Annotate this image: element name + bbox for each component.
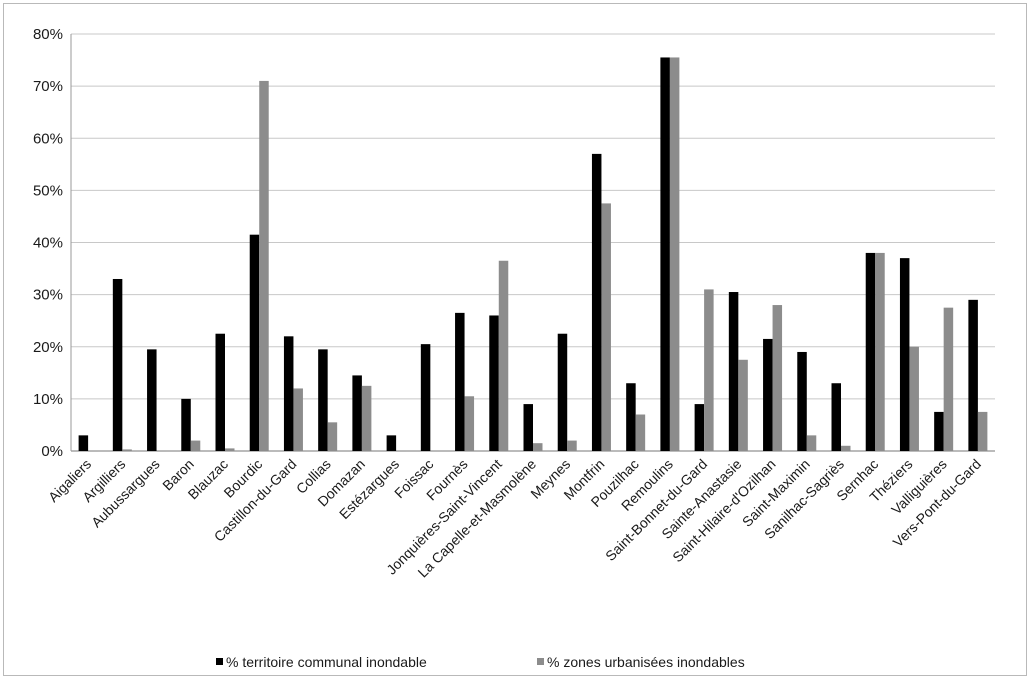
bar-zones-urbanisees (293, 388, 303, 451)
y-tick-label: 60% (33, 130, 63, 147)
bar-zones-urbanisees (327, 422, 338, 451)
bar-zones-urbanisees (88, 451, 98, 452)
bar-territoire (934, 411, 944, 451)
legend: % territoire communal inondable % zones u… (216, 654, 745, 670)
bar-territoire (112, 278, 123, 451)
bar-zones-urbanisees (156, 451, 167, 452)
bar-territoire (899, 258, 910, 451)
y-tick-label: 70% (33, 78, 63, 95)
bar-zones-urbanisees (498, 260, 509, 451)
x-axis: AigaliersArgilliersAubussarguesBaronBlau… (45, 456, 984, 581)
bar-territoire (626, 383, 636, 451)
bars (78, 57, 988, 452)
bar-zones-urbanisees (875, 252, 885, 451)
bar-zones-urbanisees (225, 448, 235, 451)
y-tick-label: 30% (33, 287, 63, 304)
legend-swatch (537, 658, 544, 665)
y-tick-label: 20% (33, 339, 63, 356)
bar-zones-urbanisees (977, 411, 988, 451)
legend-label: % zones urbanisées inondables (547, 654, 745, 670)
bar-territoire (420, 344, 431, 451)
chart-frame: 0% 10% 20% 30% 40% 50% 60% 70% 80% Aigaliers Argi… (3, 3, 1027, 676)
bar-territoire (797, 351, 807, 451)
bar-territoire (557, 333, 568, 451)
bar-territoire (78, 435, 89, 451)
bar-zones-urbanisees (943, 307, 954, 451)
bar-territoire (523, 404, 533, 451)
bar-zones-urbanisees (841, 445, 851, 451)
bar-territoire (283, 336, 294, 451)
bar-territoire (694, 404, 705, 451)
bar-territoire (763, 338, 773, 451)
bar-territoire (865, 252, 876, 451)
y-tick-label: 40% (33, 235, 63, 252)
bar-zones-urbanisees (601, 203, 611, 451)
bar-territoire (591, 153, 602, 451)
bar-territoire (215, 333, 225, 451)
bar-territoire (831, 383, 841, 451)
y-tick-label: 0% (41, 443, 63, 460)
bar-territoire (455, 312, 465, 451)
gridlines (71, 33, 995, 452)
bar-territoire (386, 435, 397, 451)
bar-territoire (352, 375, 362, 451)
bar-zones-urbanisees (259, 80, 269, 451)
bar-zones-urbanisees (533, 443, 543, 451)
y-axis: 0% 10% 20% 30% 40% 50% 60% 70% 80% (33, 26, 72, 460)
bar-zones-urbanisees (464, 396, 475, 451)
bar-zones-urbanisees (396, 451, 406, 452)
bar-territoire (318, 349, 328, 451)
bar-territoire (489, 315, 499, 451)
y-tick-label: 50% (33, 182, 63, 199)
bar-territoire (968, 299, 978, 451)
bar-zones-urbanisees (122, 449, 132, 451)
bar-zones-urbanisees (806, 435, 817, 451)
bar-zones-urbanisees (669, 57, 680, 452)
bar-zones-urbanisees (772, 305, 783, 451)
legend-swatch (216, 658, 223, 665)
bar-zones-urbanisees (190, 440, 201, 451)
bar-chart: 0% 10% 20% 30% 40% 50% 60% 70% 80% AigaliersArgi… (33, 26, 995, 670)
bar-zones-urbanisees (909, 346, 919, 451)
bar-territoire (249, 234, 260, 451)
bar-territoire (660, 57, 670, 452)
bar-zones-urbanisees (361, 385, 372, 451)
bar-territoire (147, 349, 157, 451)
y-tick-label: 10% (33, 391, 63, 408)
legend-label: % territoire communal inondable (226, 654, 427, 670)
bar-zones-urbanisees (635, 414, 646, 451)
bar-zones-urbanisees (430, 451, 440, 452)
bar-zones-urbanisees (567, 440, 577, 451)
y-tick-label: 80% (33, 26, 63, 43)
bar-zones-urbanisees (704, 289, 714, 451)
bar-territoire (728, 292, 739, 451)
bar-territoire (181, 398, 191, 451)
bar-zones-urbanisees (738, 359, 748, 451)
